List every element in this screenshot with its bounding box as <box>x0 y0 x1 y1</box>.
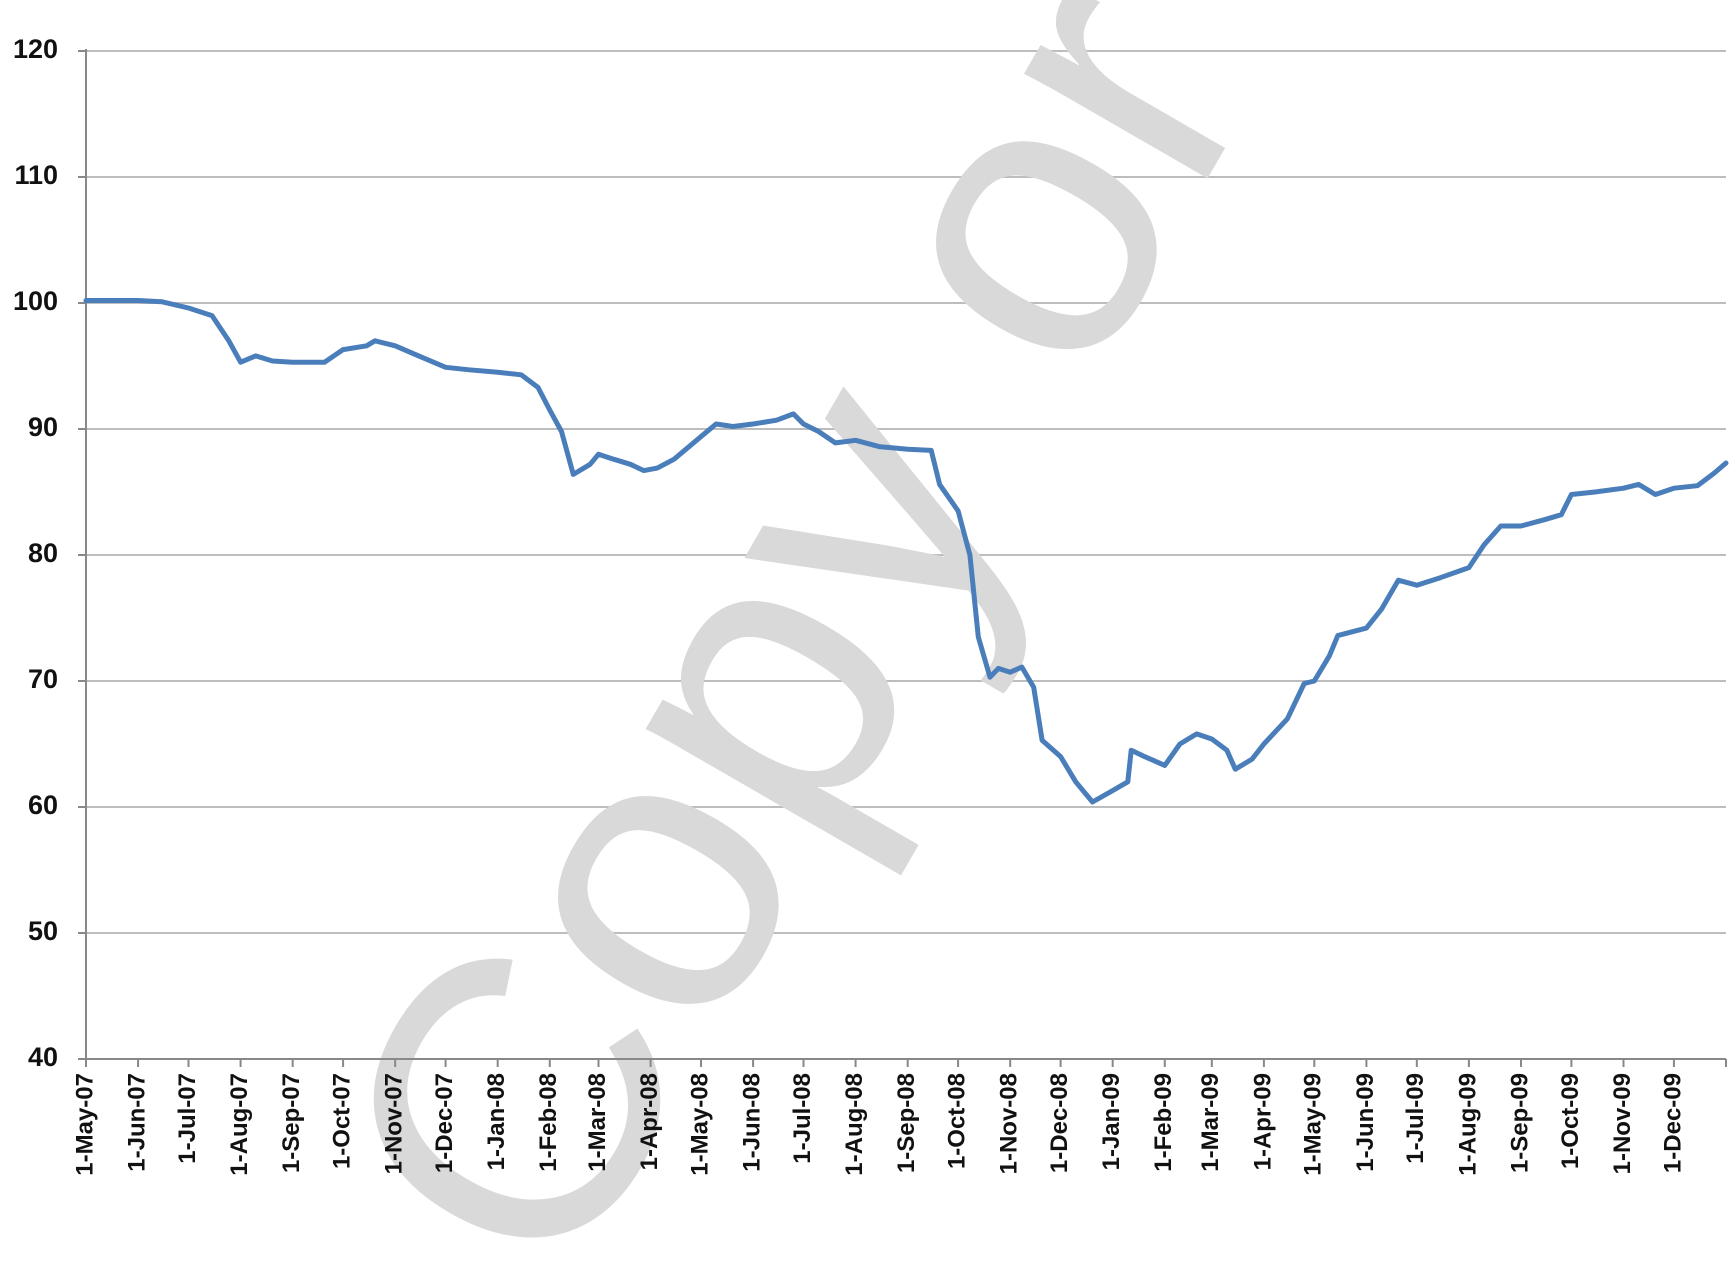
x-tick-label: 1-May-08 <box>686 1073 713 1176</box>
x-tick-label: 1-Jun-09 <box>1352 1073 1379 1172</box>
x-tick-label: 1-Oct-08 <box>943 1073 970 1169</box>
y-tick-label: 50 <box>28 916 58 946</box>
y-tick-label: 100 <box>13 286 58 316</box>
y-tick-label: 60 <box>28 790 58 820</box>
x-tick-label: 1-May-09 <box>1300 1073 1327 1176</box>
x-tick-label: 1-Mar-09 <box>1197 1073 1224 1172</box>
y-tick-label: 110 <box>14 160 58 190</box>
x-tick-label: 1-Jan-09 <box>1098 1073 1125 1170</box>
y-tick-label: 120 <box>13 34 58 64</box>
x-tick-label: 1-Feb-08 <box>535 1073 562 1172</box>
series-line <box>83 298 1729 805</box>
x-tick-label: 1-Oct-07 <box>328 1073 355 1169</box>
y-tick-label: 70 <box>28 664 58 694</box>
x-tick-label: 1-Mar-08 <box>584 1073 611 1172</box>
x-tick-label: 1-Dec-09 <box>1659 1073 1686 1173</box>
x-tick-label: 1-Oct-09 <box>1557 1073 1584 1169</box>
x-tick-label: 1-Aug-08 <box>841 1073 868 1176</box>
x-tick-label: 1-May-07 <box>71 1073 98 1176</box>
y-tick-label: 90 <box>28 412 58 442</box>
x-tick-label: 1-Sep-07 <box>278 1073 305 1173</box>
x-tick-label: 1-Feb-09 <box>1150 1073 1177 1172</box>
x-tick-label: 1-Apr-08 <box>636 1073 663 1170</box>
y-tick-label: 80 <box>28 538 58 568</box>
x-tick-label: 1-Nov-07 <box>381 1073 408 1174</box>
x-tick-label: 1-Aug-09 <box>1454 1073 1481 1176</box>
x-tick-label: 1-Jun-07 <box>123 1073 150 1172</box>
x-tick-label: 1-Aug-07 <box>226 1073 253 1176</box>
x-tick-label: 1-Sep-08 <box>893 1073 920 1173</box>
x-tick-label: 1-Jul-08 <box>789 1073 816 1164</box>
y-tick-label: 40 <box>28 1042 58 1072</box>
x-tick-label: 1-Nov-09 <box>1609 1073 1636 1174</box>
x-tick-label: 1-Nov-08 <box>996 1073 1023 1174</box>
x-tick-label: 1-Jul-07 <box>174 1073 201 1164</box>
x-tick-label: 1-Jan-08 <box>483 1073 510 1170</box>
x-tick-label: 1-Jul-09 <box>1402 1073 1429 1164</box>
x-tick-label: 1-Dec-08 <box>1046 1073 1073 1173</box>
x-tick-label: 1-Jun-08 <box>738 1073 765 1172</box>
x-tick-label: 1-Apr-09 <box>1249 1073 1276 1170</box>
x-tick-label: 1-Sep-09 <box>1506 1073 1533 1173</box>
x-tick-label: 1-Dec-07 <box>431 1073 458 1173</box>
